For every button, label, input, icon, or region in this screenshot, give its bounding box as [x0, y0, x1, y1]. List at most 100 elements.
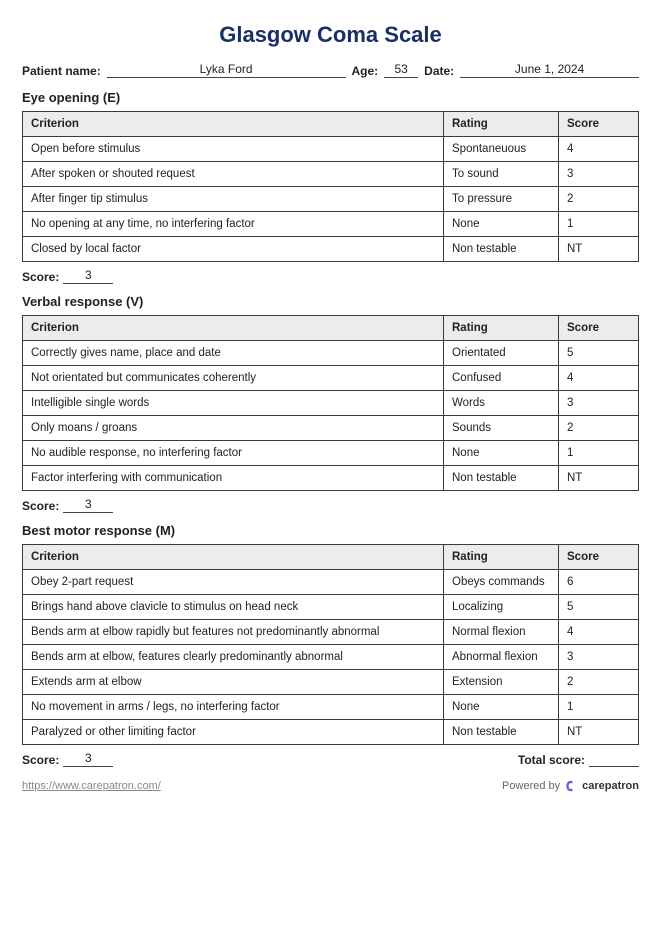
footer-brand: Powered by carepatron — [502, 779, 639, 793]
cell-rating: None — [444, 695, 559, 720]
cell-score: 4 — [559, 620, 639, 645]
score-label: Score: — [22, 499, 59, 513]
cell-score: 3 — [559, 162, 639, 187]
table-row: After spoken or shouted requestTo sound3 — [23, 162, 639, 187]
section-title: Eye opening (E) — [22, 90, 639, 105]
total-score-field[interactable] — [589, 753, 639, 767]
cell-criterion: Not orientated but communicates coherent… — [23, 366, 444, 391]
cell-criterion: Bends arm at elbow, features clearly pre… — [23, 645, 444, 670]
table-row: Factor interfering with communicationNon… — [23, 466, 639, 491]
cell-rating: Orientated — [444, 341, 559, 366]
cell-score: 3 — [559, 645, 639, 670]
table-row: Bends arm at elbow rapidly but features … — [23, 620, 639, 645]
cell-rating: Obeys commands — [444, 570, 559, 595]
cell-criterion: Bends arm at elbow rapidly but features … — [23, 620, 444, 645]
table-row: Paralyzed or other limiting factorNon te… — [23, 720, 639, 745]
cell-rating: None — [444, 441, 559, 466]
gcs-table: CriterionRatingScoreOpen before stimulus… — [22, 111, 639, 262]
score-label: Score: — [22, 270, 59, 284]
patient-name-label: Patient name: — [22, 64, 101, 78]
score-row: Score: 3 Total score: — [22, 751, 639, 767]
gcs-table: CriterionRatingScoreObey 2-part requestO… — [22, 544, 639, 745]
date-field[interactable]: June 1, 2024 — [460, 62, 639, 78]
footer-link[interactable]: https://www.carepatron.com/ — [22, 780, 161, 792]
cell-criterion: No audible response, no interfering fact… — [23, 441, 444, 466]
age-label: Age: — [352, 64, 379, 78]
cell-rating: Confused — [444, 366, 559, 391]
col-header-criterion: Criterion — [23, 112, 444, 137]
cell-score: 2 — [559, 670, 639, 695]
score-field[interactable]: 3 — [63, 751, 113, 767]
col-header-criterion: Criterion — [23, 545, 444, 570]
cell-score: 4 — [559, 366, 639, 391]
cell-criterion: Only moans / groans — [23, 416, 444, 441]
cell-rating: Non testable — [444, 466, 559, 491]
table-row: No opening at any time, no interfering f… — [23, 212, 639, 237]
table-row: Brings hand above clavicle to stimulus o… — [23, 595, 639, 620]
cell-score: 3 — [559, 391, 639, 416]
table-row: No audible response, no interfering fact… — [23, 441, 639, 466]
cell-score: 2 — [559, 416, 639, 441]
cell-rating: Non testable — [444, 237, 559, 262]
table-row: Extends arm at elbowExtension2 — [23, 670, 639, 695]
section-title: Verbal response (V) — [22, 294, 639, 309]
cell-score: NT — [559, 237, 639, 262]
brand-icon — [564, 779, 578, 793]
col-header-score: Score — [559, 112, 639, 137]
cell-rating: None — [444, 212, 559, 237]
table-row: Bends arm at elbow, features clearly pre… — [23, 645, 639, 670]
cell-score: 5 — [559, 341, 639, 366]
table-row: After finger tip stimulusTo pressure2 — [23, 187, 639, 212]
footer: https://www.carepatron.com/ Powered by c… — [22, 779, 639, 793]
cell-rating: Localizing — [444, 595, 559, 620]
cell-rating: Abnormal flexion — [444, 645, 559, 670]
cell-criterion: Correctly gives name, place and date — [23, 341, 444, 366]
cell-criterion: Closed by local factor — [23, 237, 444, 262]
col-header-rating: Rating — [444, 112, 559, 137]
table-row: Only moans / groansSounds2 — [23, 416, 639, 441]
col-header-criterion: Criterion — [23, 316, 444, 341]
cell-criterion: Extends arm at elbow — [23, 670, 444, 695]
brand-name: carepatron — [582, 780, 639, 792]
cell-rating: Non testable — [444, 720, 559, 745]
cell-criterion: After finger tip stimulus — [23, 187, 444, 212]
cell-criterion: No movement in arms / legs, no interferi… — [23, 695, 444, 720]
table-row: Not orientated but communicates coherent… — [23, 366, 639, 391]
score-field[interactable]: 3 — [63, 268, 113, 284]
cell-score: 1 — [559, 212, 639, 237]
page-title: Glasgow Coma Scale — [22, 22, 639, 48]
cell-score: NT — [559, 466, 639, 491]
table-row: Open before stimulusSpontaneuous4 — [23, 137, 639, 162]
cell-criterion: Obey 2-part request — [23, 570, 444, 595]
cell-score: 1 — [559, 695, 639, 720]
patient-info: Patient name: Lyka Ford Age: 53 Date: Ju… — [22, 62, 639, 78]
cell-criterion: Factor interfering with communication — [23, 466, 444, 491]
score-field[interactable]: 3 — [63, 497, 113, 513]
col-header-score: Score — [559, 545, 639, 570]
cell-score: 5 — [559, 595, 639, 620]
gcs-table: CriterionRatingScoreCorrectly gives name… — [22, 315, 639, 491]
patient-name-field[interactable]: Lyka Ford — [107, 62, 346, 78]
cell-rating: Sounds — [444, 416, 559, 441]
section-title: Best motor response (M) — [22, 523, 639, 538]
cell-rating: Spontaneuous — [444, 137, 559, 162]
table-row: Obey 2-part requestObeys commands6 — [23, 570, 639, 595]
score-row: Score: 3 — [22, 268, 639, 284]
score-row: Score: 3 — [22, 497, 639, 513]
col-header-rating: Rating — [444, 545, 559, 570]
age-field[interactable]: 53 — [384, 62, 418, 78]
cell-criterion: No opening at any time, no interfering f… — [23, 212, 444, 237]
cell-criterion: After spoken or shouted request — [23, 162, 444, 187]
total-score-label: Total score: — [518, 753, 585, 767]
cell-rating: Extension — [444, 670, 559, 695]
col-header-rating: Rating — [444, 316, 559, 341]
date-label: Date: — [424, 64, 454, 78]
cell-rating: Normal flexion — [444, 620, 559, 645]
powered-by-text: Powered by — [502, 780, 560, 792]
table-row: No movement in arms / legs, no interferi… — [23, 695, 639, 720]
score-label: Score: — [22, 753, 59, 767]
cell-criterion: Paralyzed or other limiting factor — [23, 720, 444, 745]
cell-score: 4 — [559, 137, 639, 162]
cell-criterion: Intelligible single words — [23, 391, 444, 416]
cell-rating: To pressure — [444, 187, 559, 212]
